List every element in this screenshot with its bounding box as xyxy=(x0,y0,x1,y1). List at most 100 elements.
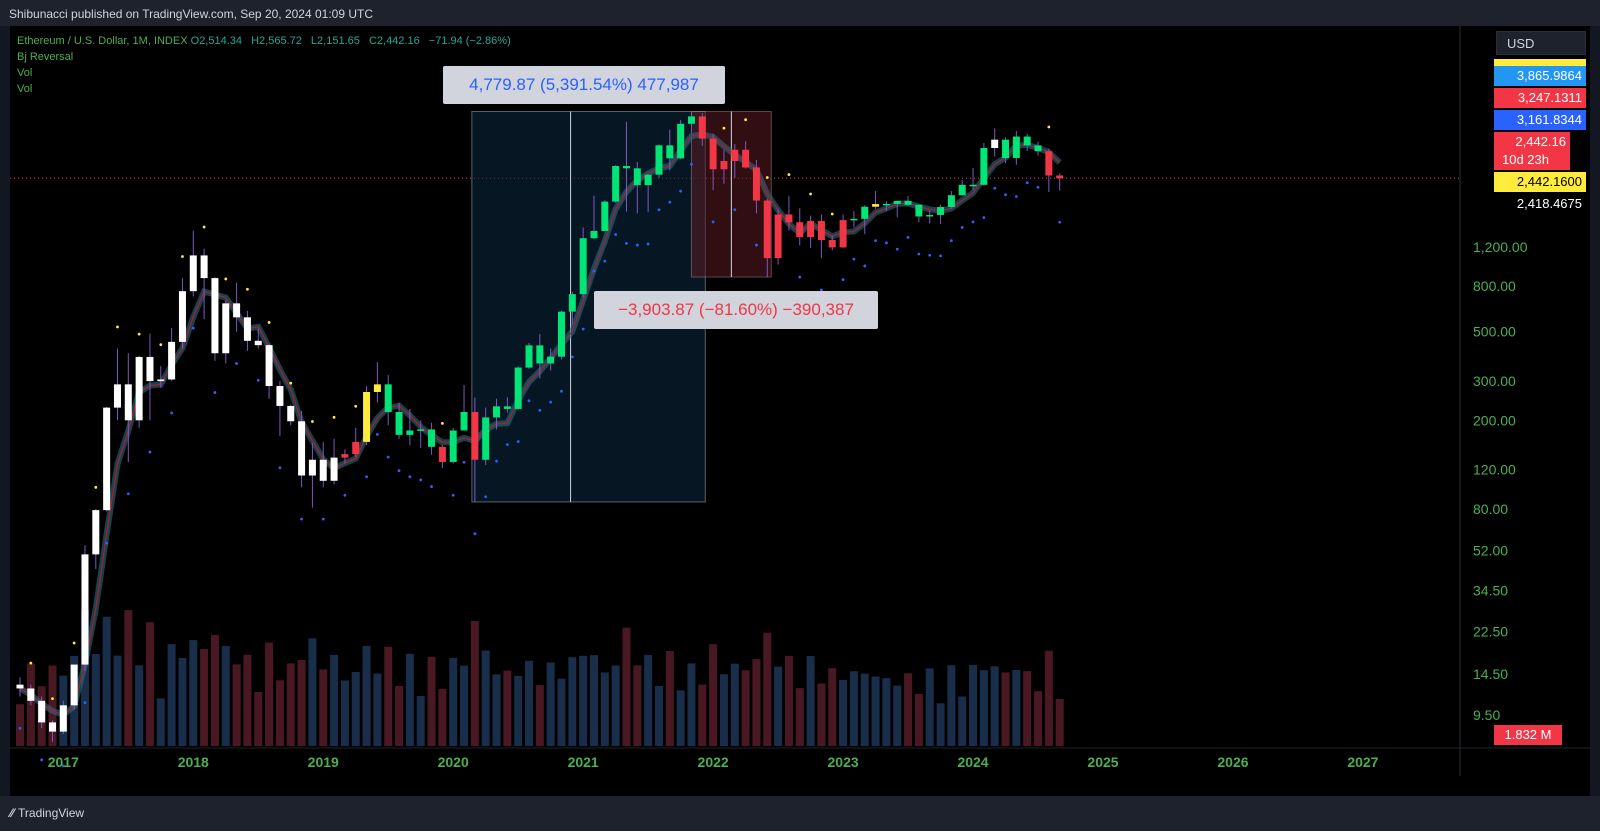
publish-header: Shibunacci published on TradingView.com,… xyxy=(0,0,1600,26)
volume-bar xyxy=(210,634,219,746)
legend-indicator-vol-2[interactable]: Vol xyxy=(17,83,33,95)
volume-bar xyxy=(914,694,923,746)
volume-bar xyxy=(860,673,869,746)
x-axis-label: 2019 xyxy=(308,754,339,770)
sar-dot xyxy=(657,208,661,212)
volume-bar xyxy=(243,654,252,746)
last-price-tag: 2,442.16 10d 23h xyxy=(1494,132,1570,170)
sar-dot xyxy=(408,475,412,479)
candle-body xyxy=(514,367,522,409)
volume-bar xyxy=(308,638,317,746)
volume-bar xyxy=(330,654,339,746)
currency-button[interactable]: USD xyxy=(1496,31,1586,55)
x-axis-label: 2021 xyxy=(568,754,599,770)
volume-bar xyxy=(979,670,988,746)
volume-bar xyxy=(373,673,382,746)
volume-bar xyxy=(1055,698,1064,746)
sar-dot xyxy=(527,399,531,403)
candle-body xyxy=(958,184,966,196)
sar-dot xyxy=(462,460,466,464)
candle-body xyxy=(48,722,56,732)
sar-dot xyxy=(332,415,336,419)
candle-body xyxy=(428,429,436,447)
volume-bar xyxy=(871,676,880,746)
volume-bar xyxy=(644,654,653,746)
candle-body xyxy=(38,700,46,723)
candle-body xyxy=(81,554,89,665)
sar-dot xyxy=(560,389,563,393)
candle-body xyxy=(861,206,869,219)
x-axis-label: 2025 xyxy=(1087,754,1118,770)
chart-pane[interactable]: 1,200.00 800.00 500.00 300.00 200.00 120.00 80… xyxy=(10,26,1590,796)
candle-body xyxy=(1012,136,1020,159)
candle-body xyxy=(785,214,793,223)
x-axis-label: 2018 xyxy=(178,754,209,770)
y-axis-label: 120.00 xyxy=(1473,462,1516,478)
price-chart[interactable]: 1,200.00 800.00 500.00 300.00 200.00 120.00 80… xyxy=(10,26,1590,796)
sar-dot xyxy=(18,726,22,730)
volume-bar xyxy=(80,610,89,746)
y-axis-label: 52.00 xyxy=(1473,543,1508,559)
candle-body xyxy=(980,147,988,185)
x-axis-label: 2026 xyxy=(1217,754,1248,770)
volume-bar xyxy=(102,616,111,746)
sar-dot xyxy=(72,641,76,645)
high-value: 2,565.72 xyxy=(259,35,302,47)
tradingview-logo[interactable]: ⁄⁄ TradingView xyxy=(10,806,84,820)
sar-dot xyxy=(603,259,607,263)
sar-dot xyxy=(1014,195,1018,198)
y-axis-label: 300.00 xyxy=(1473,373,1516,389)
sar-dot xyxy=(1036,185,1040,189)
volume-bar xyxy=(1012,669,1021,746)
candle-body xyxy=(622,165,630,169)
candle-body xyxy=(254,340,262,346)
candle-body xyxy=(969,184,977,187)
volume-bar xyxy=(351,671,360,746)
legend-symbol-row[interactable]: Ethereum / U.S. Dollar, 1M, INDEX O2,514… xyxy=(17,33,511,49)
legend-indicator-vol[interactable]: Vol xyxy=(17,67,33,79)
volume-bar xyxy=(936,703,945,746)
candle-body xyxy=(742,149,750,168)
candle-body xyxy=(904,200,912,205)
price-tag-3865: 3,865.9864 xyxy=(1494,66,1586,86)
candle-body xyxy=(882,203,890,206)
volume-bar xyxy=(221,646,230,746)
volume-bar xyxy=(1034,691,1043,746)
publish-info: Shibunacci published on TradingView.com,… xyxy=(9,7,374,21)
candle-body xyxy=(265,345,273,387)
open-value: 2,514.34 xyxy=(199,35,243,47)
measure-label-rise[interactable]: 4,779.87 (5,391.54%) 477,987 xyxy=(443,66,725,104)
volume-bar xyxy=(156,698,165,746)
candle-body xyxy=(211,278,219,354)
x-axis-label: 2022 xyxy=(698,754,729,770)
volume-bar xyxy=(492,674,501,746)
candle-body xyxy=(709,138,717,170)
close-value: 2,442.16 xyxy=(376,35,420,47)
volume-bar xyxy=(1023,671,1032,746)
sar-dot xyxy=(733,208,737,212)
candle-body xyxy=(16,684,24,689)
price-tag-clipped xyxy=(1494,59,1586,66)
candle-body xyxy=(222,303,230,354)
volume-bar xyxy=(286,663,295,746)
volume-bar xyxy=(947,665,956,746)
sar-dot xyxy=(570,355,574,359)
sar-dot xyxy=(852,257,856,261)
volume-bar xyxy=(124,610,133,746)
volume-bar xyxy=(839,679,848,746)
measure-label-fall[interactable]: −3,903.87 (−81.60%) −390,387 xyxy=(594,291,878,329)
close-key: C xyxy=(368,35,377,47)
legend-indicator-bj-reversal[interactable]: Bj Reversal xyxy=(17,51,74,63)
volume-bar xyxy=(589,655,598,746)
candle-body xyxy=(850,218,858,221)
sar-dot xyxy=(191,326,195,330)
volume-bar xyxy=(1001,672,1010,746)
sar-dot xyxy=(440,421,444,425)
sar-dot xyxy=(668,200,672,204)
candle-body xyxy=(384,384,392,412)
sar-dot xyxy=(906,236,910,239)
sar-dot xyxy=(646,242,650,246)
candle-body xyxy=(1002,139,1010,159)
candle-body xyxy=(698,116,706,139)
candle-body xyxy=(92,510,100,555)
